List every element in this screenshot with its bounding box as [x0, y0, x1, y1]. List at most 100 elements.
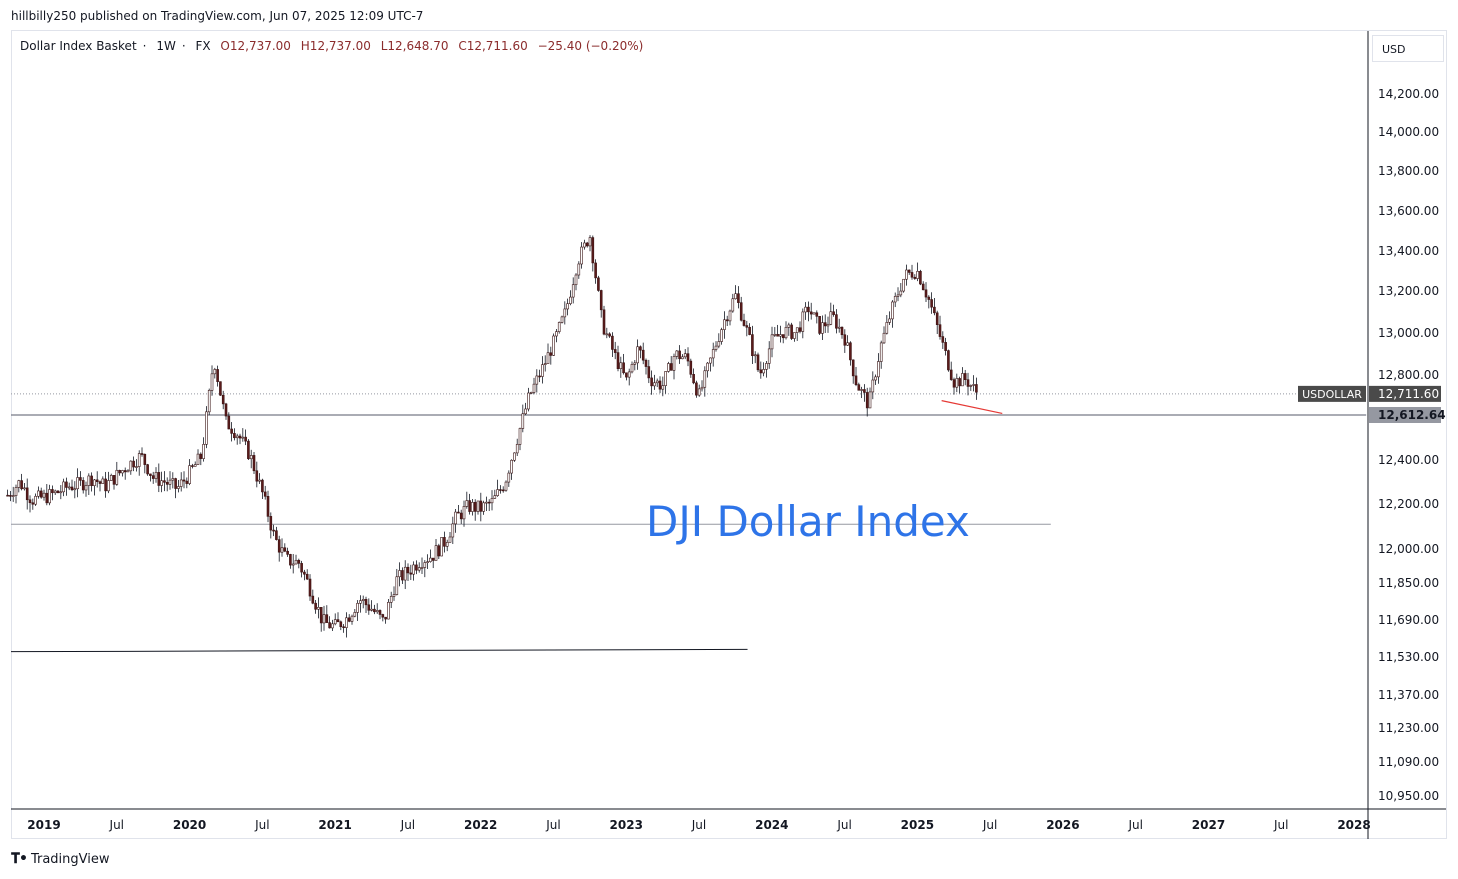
price-tick-label: 11,230.00: [1378, 721, 1439, 735]
candle-body: [247, 440, 250, 460]
candle-body: [672, 356, 676, 371]
candle-body: [392, 594, 396, 597]
time-axis[interactable]: 2019 Jul 2020 Jul 2021 Jul 2022 Jul 2023 Jul 2024 J…: [27, 818, 1370, 832]
candle-body: [860, 389, 863, 391]
candle-body: [140, 453, 144, 455]
candle-body: [23, 487, 26, 490]
candle-body: [93, 479, 96, 486]
candle-body: [717, 341, 721, 347]
time-tick-label: 2021: [318, 818, 351, 832]
candle-body: [700, 386, 704, 390]
candle-body: [67, 486, 71, 489]
candle-body: [165, 482, 169, 485]
candle-body: [563, 308, 567, 318]
candle-body: [515, 444, 519, 454]
candle-body: [34, 495, 37, 505]
candle-body: [711, 349, 715, 359]
candle-body: [406, 566, 410, 574]
candle-body: [473, 502, 477, 512]
candle-body: [767, 348, 771, 364]
candle-body: [471, 502, 474, 512]
candle-body: [297, 559, 301, 564]
candle-body: [65, 481, 68, 488]
candle-body: [252, 455, 256, 472]
price-tick-label: 11,530.00: [1378, 650, 1439, 664]
tradingview-logo-icon: 𝐓•: [11, 851, 28, 867]
time-tick-label: Jul: [1273, 818, 1288, 832]
time-tick-label: 2022: [464, 818, 497, 832]
candle-body: [336, 619, 340, 623]
candle-body: [695, 382, 698, 396]
candle-body: [650, 377, 653, 387]
tradingview-brand[interactable]: 𝐓• TradingView: [11, 851, 110, 867]
candle-body: [398, 570, 401, 578]
candle-body: [837, 326, 841, 329]
candle-body: [56, 490, 60, 494]
candle-body: [81, 480, 85, 491]
candle-body: [9, 495, 12, 497]
candle-body: [104, 478, 107, 492]
candle-body: [448, 536, 452, 543]
candle-body: [667, 363, 670, 372]
candle-body: [317, 607, 320, 610]
candle-body: [552, 335, 555, 356]
candle-body: [930, 299, 933, 308]
candle-body: [132, 460, 135, 468]
candle-body: [583, 242, 586, 248]
candle-body: [907, 269, 911, 273]
candle-body: [370, 608, 373, 611]
price-tick-label: 12,000.00: [1378, 542, 1439, 556]
candle-body: [283, 547, 287, 552]
candle-body: [535, 375, 539, 385]
candle-body: [121, 470, 124, 474]
candle-body: [524, 408, 527, 415]
price-tick-label: 11,370.00: [1378, 688, 1439, 702]
candle-body: [443, 537, 446, 547]
candle-body: [347, 617, 351, 622]
last-price-label: 12,711.60: [1378, 387, 1439, 401]
candle-body: [361, 599, 365, 601]
symbol-legend[interactable]: Dollar Index Basket · 1W · FX O12,737.00 H…: [20, 39, 649, 53]
candle-body: [409, 572, 413, 575]
candle-body: [269, 516, 273, 531]
candle-body: [143, 453, 147, 465]
candle-body: [891, 301, 894, 320]
candle-body: [921, 283, 925, 291]
candle-body: [395, 576, 399, 595]
candle-body: [826, 324, 830, 327]
candle-body: [375, 610, 379, 613]
currency-selector[interactable]: USD: [1372, 35, 1444, 62]
candle-body: [952, 379, 956, 388]
candle-body: [661, 385, 665, 390]
candle-body: [725, 319, 729, 322]
time-tick-label: 2025: [901, 818, 934, 832]
candle-body: [230, 428, 233, 434]
price-axis[interactable]: 14,200.00 14,000.00 13,800.00 13,600.00 13,4…: [1378, 87, 1439, 803]
candle-body: [681, 356, 684, 360]
candle-body: [874, 376, 877, 381]
candle-body: [795, 327, 799, 333]
candle-body: [359, 600, 362, 604]
candle-body: [479, 500, 483, 512]
candle-body: [697, 388, 701, 396]
candle-body: [331, 623, 334, 629]
candle-body: [98, 481, 102, 484]
candle-body: [303, 571, 306, 575]
candle-body: [308, 578, 312, 597]
candle-body: [958, 378, 961, 387]
candle-body: [87, 475, 91, 486]
candle-body: [233, 433, 236, 439]
candle-body: [549, 352, 553, 356]
candle-body: [641, 349, 645, 361]
candle-body: [476, 500, 480, 512]
time-tick-label: Jul: [254, 818, 269, 832]
candle-body: [275, 530, 278, 540]
time-tick-label: Jul: [691, 818, 706, 832]
candle-body: [779, 334, 782, 337]
candle-body: [644, 359, 648, 367]
candle-body: [840, 326, 844, 336]
candle-body: [241, 436, 245, 439]
candle-body: [613, 349, 617, 353]
candle-body: [759, 369, 763, 374]
